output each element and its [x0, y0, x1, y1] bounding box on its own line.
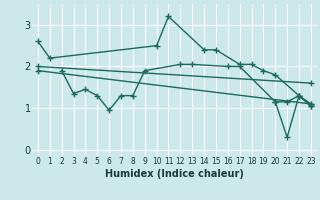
X-axis label: Humidex (Indice chaleur): Humidex (Indice chaleur): [105, 169, 244, 179]
